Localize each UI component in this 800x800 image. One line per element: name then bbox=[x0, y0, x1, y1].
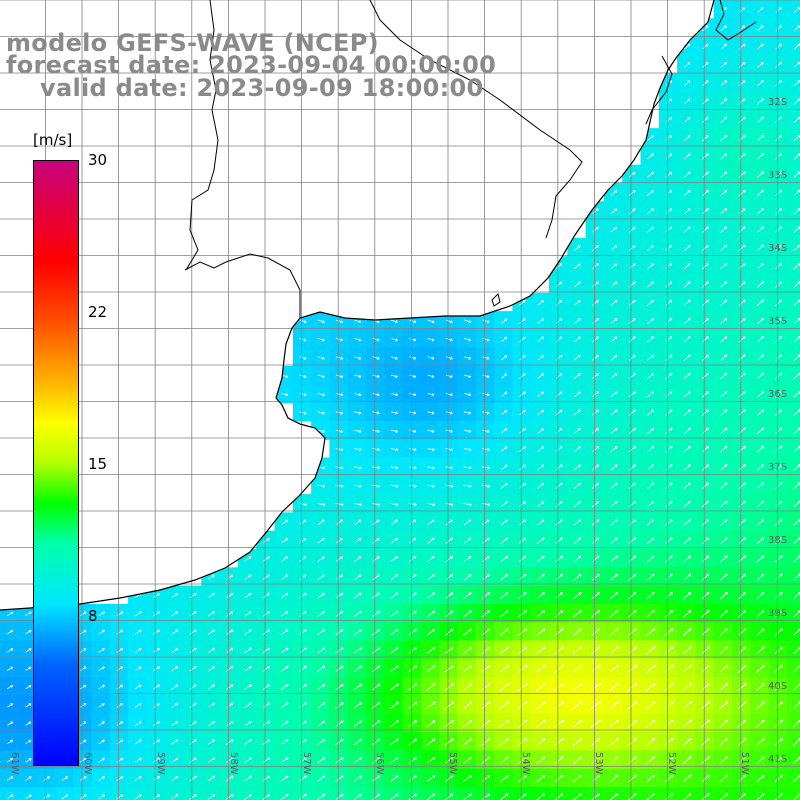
colorbar bbox=[33, 160, 79, 766]
lat-label: 38S bbox=[768, 535, 787, 546]
valid-date: valid date: 2023-09-09 18:00:00 bbox=[40, 74, 484, 102]
lat-label: 37S bbox=[768, 462, 787, 473]
forecast-date: forecast date: 2023-09-04 00:00:00 bbox=[6, 51, 497, 79]
lat-label: 41S bbox=[768, 754, 787, 765]
lat-label: 34S bbox=[768, 243, 787, 254]
lon-label: 51W bbox=[739, 752, 750, 775]
lon-label: 60W bbox=[82, 752, 93, 775]
colorbar-tick-15: 15 bbox=[88, 455, 108, 473]
lon-label: 54W bbox=[520, 752, 531, 775]
lon-label: 56W bbox=[374, 752, 385, 775]
lon-label: 61W bbox=[9, 752, 20, 775]
land-layer bbox=[0, 0, 714, 610]
colorbar-unit: [m/s] bbox=[33, 131, 73, 149]
lat-label: 35S bbox=[768, 316, 787, 327]
model-title: modelo GEFS-WAVE (NCEP) bbox=[6, 29, 379, 57]
lat-label: 33S bbox=[768, 170, 787, 181]
lat-label: 39S bbox=[768, 608, 787, 619]
coastline-layer bbox=[0, 0, 757, 611]
lon-label: 52W bbox=[666, 752, 677, 775]
grid-labels-layer: 61W 60W 59W 58W 57W 56W 55W 54W 53W 52W 51W 32S 33S 3… bbox=[9, 97, 787, 775]
lon-label: 55W bbox=[447, 752, 458, 775]
lon-label: 57W bbox=[301, 752, 312, 775]
lon-label: 53W bbox=[593, 752, 604, 775]
wind-arrows-layer bbox=[6, 7, 800, 800]
colorbar-tick-8: 8 bbox=[88, 607, 98, 625]
lat-label: 32S bbox=[768, 97, 787, 108]
colorbar-tick-22: 22 bbox=[88, 303, 108, 321]
lon-label: 59W bbox=[155, 752, 166, 775]
lat-label: 36S bbox=[768, 389, 787, 400]
lon-label: 58W bbox=[228, 752, 239, 775]
lat-label: 40S bbox=[768, 681, 787, 692]
colorbar-tick-30: 30 bbox=[88, 151, 108, 169]
